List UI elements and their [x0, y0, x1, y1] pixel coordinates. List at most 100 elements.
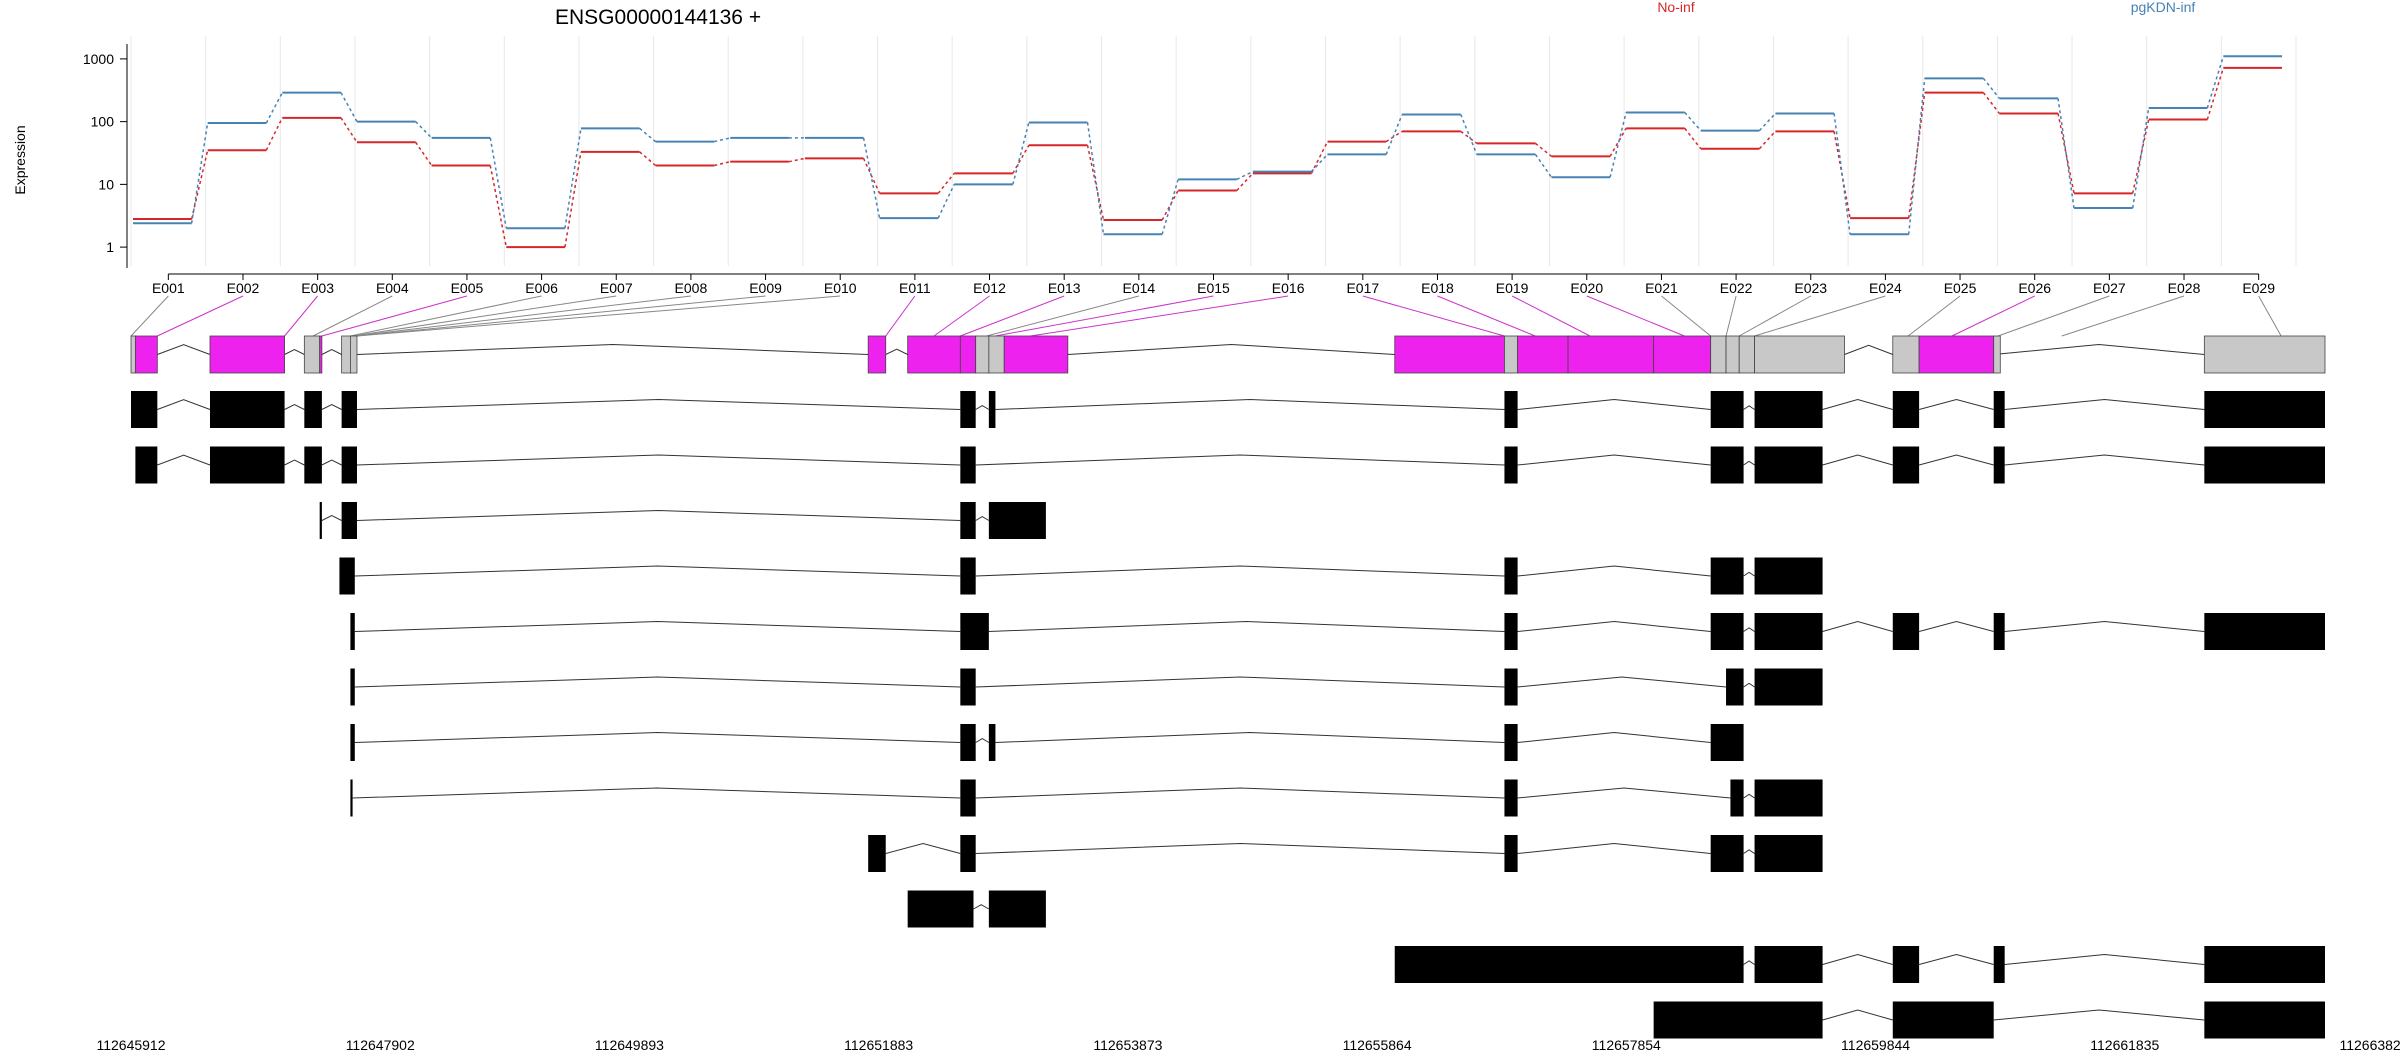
- intron-line: [995, 398, 1505, 410]
- intron-line: [321, 514, 342, 521]
- intron-line: [1822, 953, 1893, 965]
- exon-label: E010: [824, 280, 857, 296]
- transcript-exon: [2204, 1001, 2325, 1039]
- transcript-exon: [960, 557, 976, 595]
- expression-connector: [1982, 77, 2000, 99]
- intron-line: [356, 509, 961, 521]
- exon-label: E025: [1944, 280, 1977, 296]
- transcript-exon: [1726, 668, 1744, 706]
- exon-segment: [1710, 335, 1727, 374]
- exon-label: E027: [2093, 280, 2126, 296]
- transcript-exon: [209, 446, 285, 484]
- transcript-exon: [341, 502, 357, 539]
- transcript-exon: [1993, 946, 2005, 983]
- transcript-exon: [341, 446, 357, 484]
- intron-line: [354, 620, 961, 632]
- transcript-row: [907, 890, 1046, 928]
- transcript-exon: [350, 779, 353, 817]
- exon-link: [2061, 295, 2185, 337]
- expression-connector: [1609, 128, 1627, 157]
- transcript-row: [319, 502, 1046, 539]
- expression-connector: [1012, 122, 1030, 185]
- exon-link: [933, 295, 990, 337]
- exon-link: [1725, 295, 1737, 337]
- genomic-coordinate-label: 112653873: [1093, 1037, 1162, 1053]
- intron-line: [1517, 620, 1711, 632]
- intron-line: [354, 565, 961, 577]
- exon-link: [995, 295, 1214, 337]
- intron-line: [995, 731, 1505, 743]
- intron-line: [1918, 620, 1994, 632]
- intron-line: [356, 454, 961, 466]
- y-tick-label: 1: [106, 239, 114, 255]
- intron-line: [2004, 620, 2205, 632]
- intron-line: [2004, 454, 2205, 466]
- intron-line: [1517, 676, 1727, 688]
- intron-line: [1517, 787, 1731, 799]
- exon-link: [352, 295, 617, 337]
- exon-label: E021: [1645, 280, 1678, 296]
- expression-connector: [2131, 119, 2150, 194]
- exon-label-links: [130, 295, 2282, 337]
- transcript-exon: [1892, 446, 1920, 484]
- transcript-exon: [1504, 613, 1518, 650]
- intron-line: [885, 348, 908, 355]
- expression-series: [133, 55, 2282, 249]
- transcript-exon: [1730, 779, 1744, 817]
- exon-segment: [1504, 335, 1519, 374]
- intron-line: [975, 565, 1505, 577]
- exon-link: [157, 295, 244, 337]
- exon-link: [356, 295, 841, 337]
- exon-label: E014: [1122, 280, 1155, 296]
- exon-link: [2258, 295, 2282, 337]
- exon-segment: [1725, 335, 1740, 374]
- intron-line: [1517, 398, 1711, 410]
- intron-line: [1517, 731, 1711, 743]
- exon-segment: [1918, 335, 1995, 374]
- intron-line: [975, 842, 1505, 854]
- intron-line: [321, 403, 342, 410]
- exon-link: [130, 295, 169, 337]
- intron-line: [975, 454, 1505, 466]
- expression-connector: [265, 117, 283, 151]
- intron-line: [354, 731, 961, 743]
- transcript-exon: [1754, 446, 1823, 484]
- transcript-exon: [1892, 1001, 1994, 1039]
- exon-link: [1907, 295, 1961, 337]
- genomic-coordinate-label: 112663825: [2339, 1037, 2400, 1053]
- intron-line: [321, 459, 342, 466]
- expression-connector: [190, 122, 209, 224]
- exon-segment: [988, 335, 1005, 374]
- expression-connector: [937, 172, 955, 194]
- transcript-row: [131, 391, 2325, 428]
- intron-line: [1517, 565, 1711, 577]
- transcript-exon: [960, 668, 976, 706]
- expression-connector: [1236, 170, 1254, 181]
- transcript-exon: [1892, 613, 1920, 650]
- transcript-exon: [339, 557, 355, 595]
- transcript-exon: [131, 391, 158, 428]
- transcript-exon: [960, 835, 976, 872]
- transcript-models: [131, 391, 2325, 1039]
- exon-label: E003: [301, 280, 334, 296]
- exon-axis: E001 E002 E003 E004 E005 E006 E007 E008 E009 E010…: [152, 273, 2275, 296]
- expression-connector: [1460, 114, 1478, 155]
- exon-segment: [1754, 335, 1845, 374]
- expression-connector: [1758, 112, 1776, 132]
- exon-link: [986, 295, 1139, 337]
- exon-label: E008: [675, 280, 708, 296]
- exon-label: E013: [1048, 280, 1081, 296]
- exon-label: E029: [2242, 280, 2275, 296]
- exon-label: E004: [376, 280, 409, 296]
- exon-link: [1738, 295, 1811, 337]
- intron-line: [157, 454, 211, 466]
- expression-connector: [489, 165, 508, 248]
- intron-line: [1743, 793, 1755, 799]
- exon-label: E019: [1496, 280, 1529, 296]
- transcript-exon: [1710, 391, 1744, 428]
- transcript-row: [350, 724, 1744, 761]
- transcript-exon: [1504, 724, 1518, 761]
- intron-line: [973, 904, 990, 910]
- exon-link: [1661, 295, 1711, 337]
- intron-line: [988, 620, 1505, 632]
